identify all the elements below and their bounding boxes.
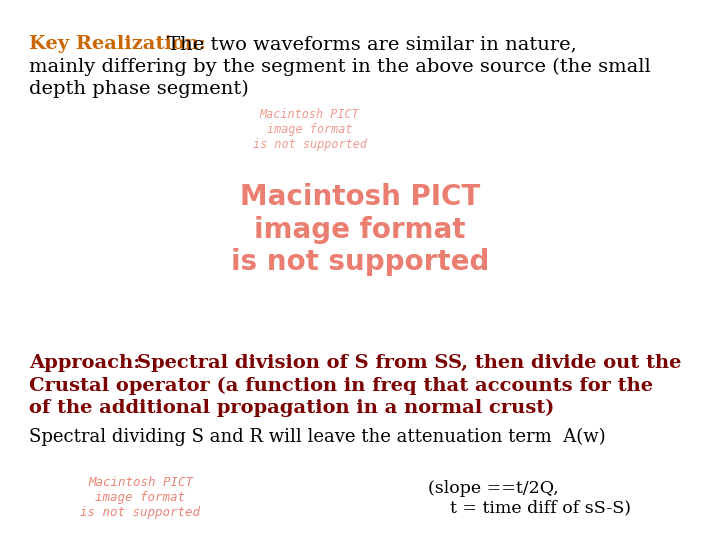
Text: depth phase segment): depth phase segment)	[29, 80, 248, 98]
Text: of the additional propagation in a normal crust): of the additional propagation in a norma…	[29, 399, 554, 417]
Text: Crustal operator (a function in freq that accounts for the: Crustal operator (a function in freq tha…	[29, 376, 653, 395]
Text: (slope ==t/2Q,
    t = time diff of sS-S): (slope ==t/2Q, t = time diff of sS-S)	[428, 480, 631, 516]
Text: Spectral division of S from SS, then divide out the: Spectral division of S from SS, then div…	[137, 354, 681, 372]
Text: Macintosh PICT
image format
is not supported: Macintosh PICT image format is not suppo…	[81, 476, 200, 519]
Text: mainly differing by the segment in the above source (the small: mainly differing by the segment in the a…	[29, 58, 651, 76]
Text: Key Realization:: Key Realization:	[29, 35, 206, 53]
Text: Macintosh PICT
image format
is not supported: Macintosh PICT image format is not suppo…	[253, 108, 366, 151]
Text: The two waveforms are similar in nature,: The two waveforms are similar in nature,	[167, 35, 577, 53]
Text: Spectral dividing S and R will leave the attenuation term  A(w): Spectral dividing S and R will leave the…	[29, 428, 606, 446]
Text: Approach:: Approach:	[29, 354, 140, 372]
Text: Macintosh PICT
image format
is not supported: Macintosh PICT image format is not suppo…	[231, 183, 489, 276]
